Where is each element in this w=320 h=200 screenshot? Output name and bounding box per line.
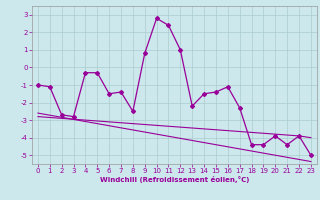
X-axis label: Windchill (Refroidissement éolien,°C): Windchill (Refroidissement éolien,°C): [100, 176, 249, 183]
